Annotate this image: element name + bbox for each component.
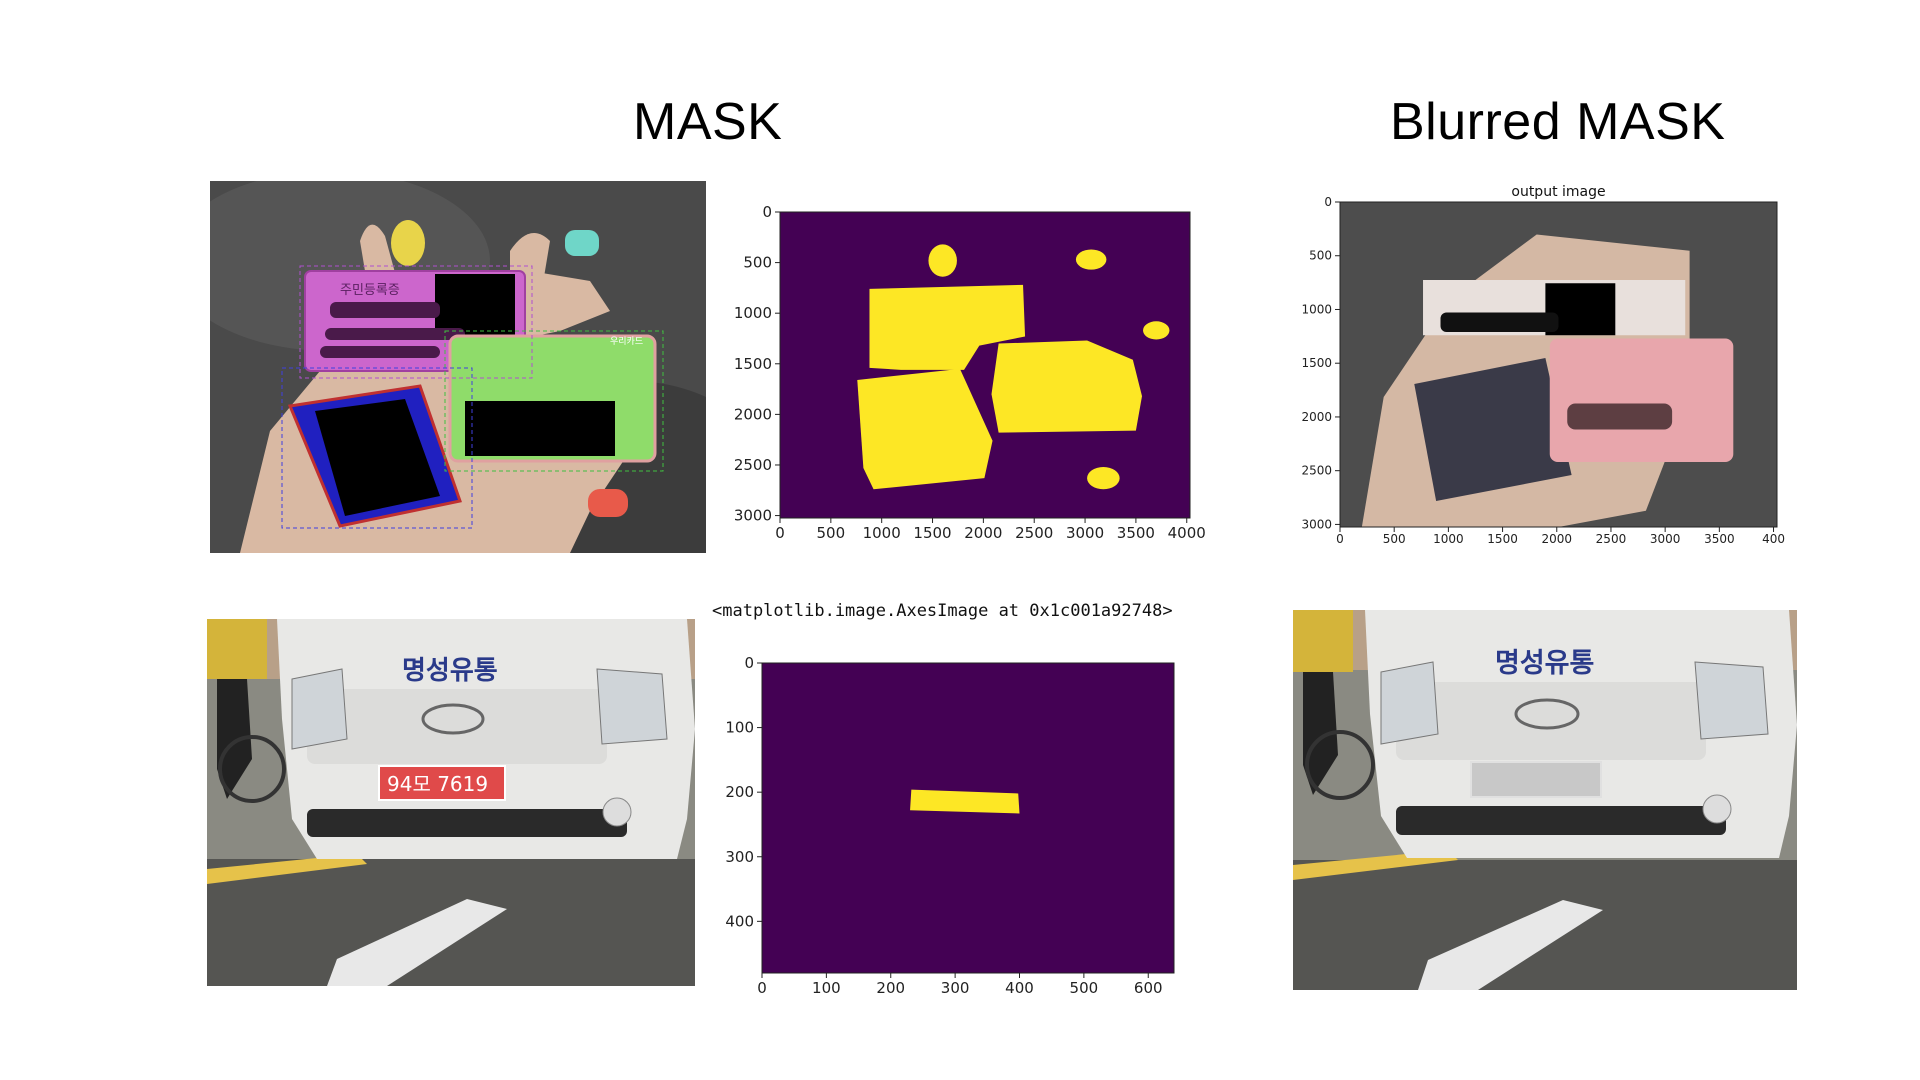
y-tick-label: 2500 xyxy=(1301,464,1332,478)
x-tick-label: 2500 xyxy=(1015,524,1053,542)
blurred-plate xyxy=(1470,761,1602,798)
x-tick-label: 300 xyxy=(941,979,970,997)
y-tick-label: 2500 xyxy=(734,456,772,474)
matplotlib-caption: <matplotlib.image.AxesImage at 0x1c001a9… xyxy=(712,601,1173,621)
plot-frame xyxy=(761,662,1175,974)
x-tick-label: 500 xyxy=(1070,979,1099,997)
plot-frame xyxy=(1339,201,1778,528)
mask-region-0 xyxy=(928,244,957,277)
x-tick-label: 4000 xyxy=(1168,524,1206,542)
card-text-1: 주민등록증 xyxy=(340,283,400,298)
dark-card xyxy=(1414,358,1572,501)
card-output-plot: output image 0 500 1000 1500 2000 2500 3000 3500… xyxy=(1290,180,1790,560)
x-tick-label: 2500 xyxy=(1596,532,1627,546)
x-tick-label: 400 xyxy=(1762,532,1785,546)
x-tick-label: 3000 xyxy=(1066,524,1104,542)
mask-region-1 xyxy=(1075,249,1107,270)
x-tick-label: 0 xyxy=(757,979,767,997)
x-tick-label: 1000 xyxy=(1433,532,1464,546)
x-tick-label: 1000 xyxy=(863,524,901,542)
y-tick-label: 3000 xyxy=(734,507,772,525)
x-tick-label: 1500 xyxy=(1487,532,1518,546)
y-tick-label: 1000 xyxy=(734,304,772,322)
pink-card-redaction xyxy=(1567,403,1673,430)
y-tick-label: 0 xyxy=(762,203,772,221)
x-tick-label: 100 xyxy=(812,979,841,997)
x-tick-label: 3500 xyxy=(1117,524,1155,542)
card-detection-photo: 주민등록증 우리카드 xyxy=(210,181,706,553)
blurred-mask-heading: Blurred MASK xyxy=(1390,93,1726,151)
mask-region-4 xyxy=(857,368,993,490)
y-tick-label: 500 xyxy=(743,254,772,272)
pink-card xyxy=(1549,338,1734,462)
card-mask-plot: 0 500 1000 1500 2000 2500 3000 3500 4000 0 500 1000… xyxy=(734,200,1220,550)
x-tick-label: 0 xyxy=(1336,532,1344,546)
mask-region-2 xyxy=(869,284,1026,370)
truck-detection-photo: 명성유통 94모 7619 xyxy=(207,619,695,986)
y-tick-label: 1000 xyxy=(1301,302,1332,316)
mask-region-6 xyxy=(1087,467,1120,490)
x-tick-label: 600 xyxy=(1134,979,1163,997)
y-tick-label: 0 xyxy=(1324,195,1332,209)
license-plate-text: 94모 7619 xyxy=(387,772,488,796)
y-tick-label: 3000 xyxy=(1301,517,1332,531)
y-tick-label: 300 xyxy=(725,848,754,866)
x-tick-label: 400 xyxy=(1005,979,1034,997)
y-tick-label: 1500 xyxy=(734,355,772,373)
x-tick-label: 3000 xyxy=(1650,532,1681,546)
y-tick-label: 2000 xyxy=(734,405,772,423)
x-tick-label: 500 xyxy=(817,524,846,542)
y-tick-label: 2000 xyxy=(1301,410,1332,424)
mask-background xyxy=(762,663,1174,973)
x-tick-label: 2000 xyxy=(1541,532,1572,546)
mask-region-3 xyxy=(991,340,1143,433)
y-tick-label: 100 xyxy=(725,719,754,737)
y-tick-label: 500 xyxy=(1309,249,1332,263)
y-tick-label: 0 xyxy=(744,654,754,672)
x-tick-label: 1500 xyxy=(913,524,951,542)
mask-region-5 xyxy=(1143,321,1170,340)
plot-title: output image xyxy=(1511,184,1605,200)
plate-mask-plot: 0 100 200 300 400 500 600 0 100 200 300 400 xyxy=(700,654,1180,997)
id-card-redaction-line xyxy=(1440,312,1559,332)
output-image xyxy=(1340,202,1777,527)
x-tick-label: 2000 xyxy=(964,524,1002,542)
truck-door-text-blurred: 명성유통 xyxy=(1495,648,1594,679)
x-tick-label: 200 xyxy=(876,979,905,997)
plot-frame xyxy=(779,211,1191,519)
truck-door-text: 명성유통 xyxy=(402,656,498,686)
y-tick-label: 400 xyxy=(725,912,754,930)
mask-region-0 xyxy=(910,789,1020,814)
x-tick-label: 500 xyxy=(1383,532,1406,546)
y-tick-label: 1500 xyxy=(1301,356,1332,370)
mask-heading: MASK xyxy=(633,93,783,151)
x-tick-label: 3500 xyxy=(1704,532,1735,546)
x-tick-label: 0 xyxy=(775,524,785,542)
card-text-2: 우리카드 xyxy=(610,336,643,347)
truck-blurred-photo: 명성유통 xyxy=(1293,610,1797,990)
y-tick-label: 200 xyxy=(725,783,754,801)
